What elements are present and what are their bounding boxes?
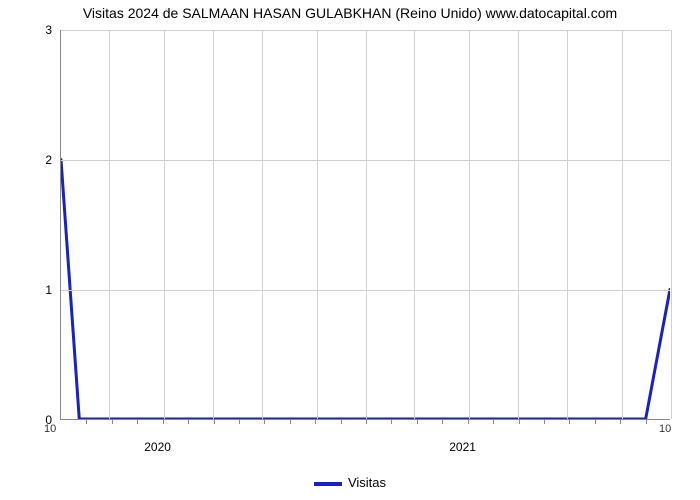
x-minor-tick bbox=[595, 419, 596, 424]
x-minor-tick bbox=[646, 419, 647, 424]
x-corner-left: 10 bbox=[44, 423, 56, 435]
y-tick-2: 2 bbox=[2, 153, 52, 167]
vgrid bbox=[622, 30, 623, 419]
plot-area bbox=[60, 30, 670, 420]
x-minor-tick bbox=[163, 419, 164, 424]
x-minor-tick bbox=[442, 419, 443, 424]
x-minor-tick bbox=[112, 419, 113, 424]
legend-swatch bbox=[314, 482, 342, 486]
vgrid bbox=[366, 30, 367, 419]
x-minor-tick bbox=[86, 419, 87, 424]
vgrid bbox=[109, 30, 110, 419]
vgrid bbox=[469, 30, 470, 419]
x-minor-tick bbox=[417, 419, 418, 424]
x-minor-tick bbox=[493, 419, 494, 424]
hgrid bbox=[61, 290, 670, 291]
x-minor-tick bbox=[188, 419, 189, 424]
x-major-0: 2020 bbox=[144, 440, 171, 454]
x-minor-tick bbox=[214, 419, 215, 424]
vgrid bbox=[567, 30, 568, 419]
x-minor-tick bbox=[290, 419, 291, 424]
vgrid bbox=[164, 30, 165, 419]
x-minor-tick bbox=[468, 419, 469, 424]
vgrid bbox=[213, 30, 214, 419]
y-tick-1: 1 bbox=[2, 283, 52, 297]
legend: Visitas bbox=[0, 475, 700, 490]
x-minor-tick bbox=[391, 419, 392, 424]
x-minor-tick bbox=[544, 419, 545, 424]
y-tick-3: 3 bbox=[2, 23, 52, 37]
chart-title: Visitas 2024 de SALMAAN HASAN GULABKHAN … bbox=[0, 5, 700, 21]
x-major-1: 2021 bbox=[449, 440, 476, 454]
x-minor-tick bbox=[620, 419, 621, 424]
x-minor-tick bbox=[366, 419, 367, 424]
vgrid bbox=[262, 30, 263, 419]
vgrid bbox=[671, 30, 672, 419]
x-corner-right: 10 bbox=[659, 423, 671, 435]
x-minor-tick bbox=[569, 419, 570, 424]
x-minor-tick bbox=[315, 419, 316, 424]
vgrid bbox=[414, 30, 415, 419]
hgrid bbox=[61, 160, 670, 161]
legend-label: Visitas bbox=[348, 475, 386, 490]
hgrid bbox=[61, 30, 670, 31]
chart-container: Visitas 2024 de SALMAAN HASAN GULABKHAN … bbox=[0, 0, 700, 500]
vgrid bbox=[317, 30, 318, 419]
x-minor-tick bbox=[341, 419, 342, 424]
x-minor-tick bbox=[519, 419, 520, 424]
x-minor-tick bbox=[264, 419, 265, 424]
vgrid bbox=[518, 30, 519, 419]
x-minor-tick bbox=[239, 419, 240, 424]
x-minor-tick bbox=[137, 419, 138, 424]
